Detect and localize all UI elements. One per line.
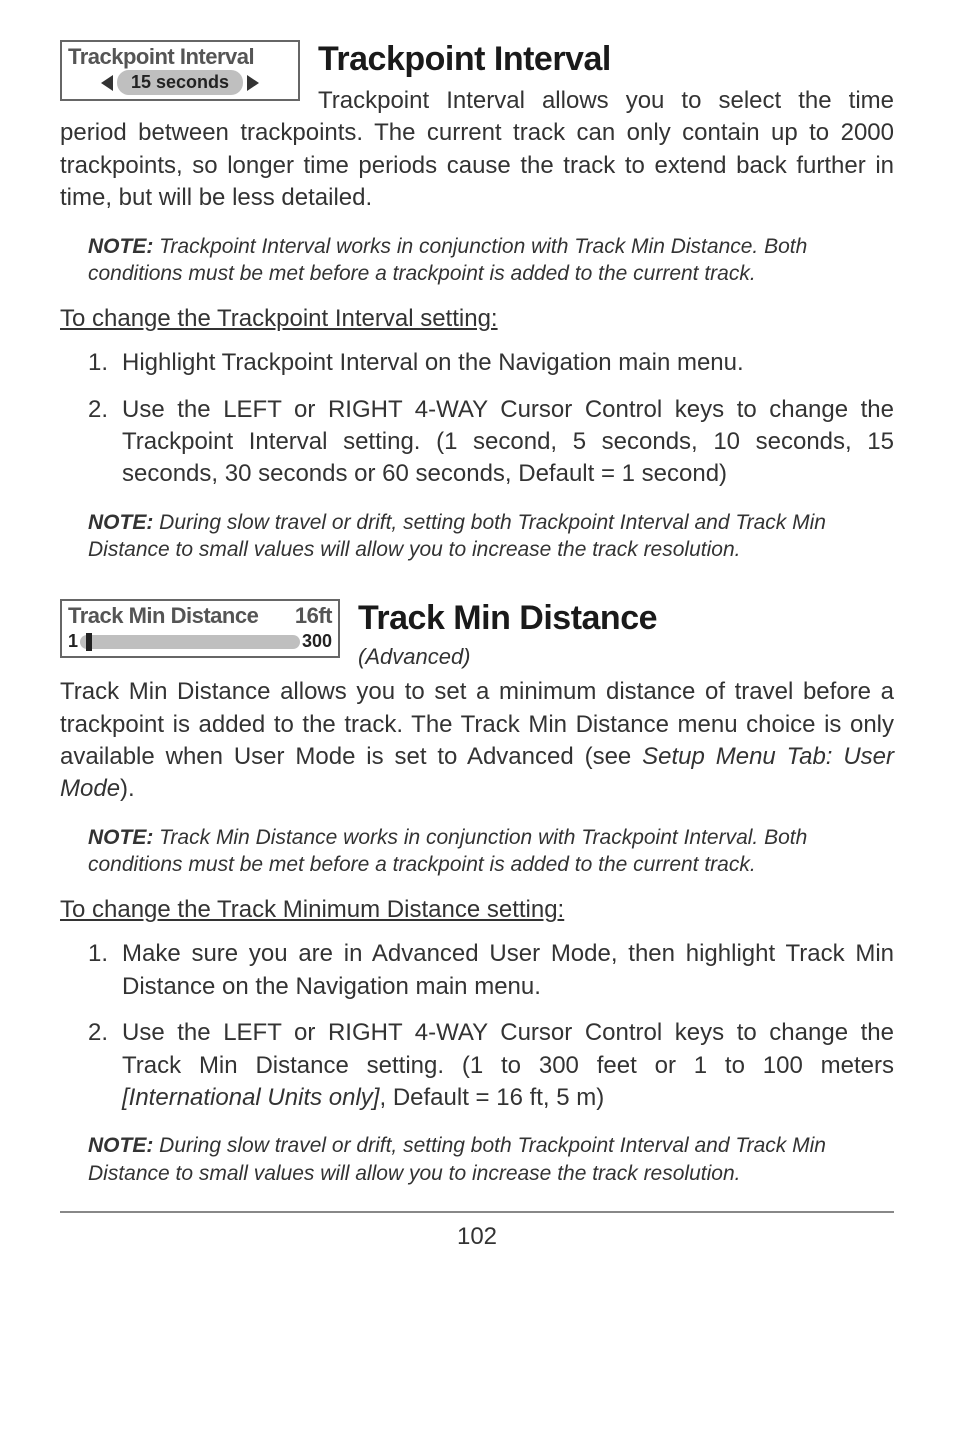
arrow-right-icon bbox=[247, 75, 259, 91]
step-num: 1. bbox=[88, 938, 122, 1003]
note-label: NOTE: bbox=[88, 1134, 153, 1157]
page-number: 102 bbox=[60, 1223, 894, 1251]
section-track-min-distance: Track Min Distance 16ft 1 300 Track Min … bbox=[60, 599, 894, 670]
lead-bold: Track Min Distance bbox=[60, 678, 270, 705]
menu-box-title: Trackpoint Interval bbox=[62, 42, 298, 70]
step2-a: Use the LEFT or RIGHT 4-WAY Cursor Contr… bbox=[122, 1019, 894, 1078]
step-text: Highlight Trackpoint Interval on the Nav… bbox=[122, 347, 744, 379]
subhead-change-trackpoint: To change the Trackpoint Interval settin… bbox=[60, 305, 894, 333]
note-3: NOTE: Track Min Distance works in conjun… bbox=[88, 824, 894, 879]
step2-ital: [International Units only] bbox=[122, 1084, 379, 1111]
note-label: NOTE: bbox=[88, 511, 153, 534]
steps-list-2: 1.Make sure you are in Advanced User Mod… bbox=[88, 938, 894, 1114]
subhead-change-trackmin: To change the Track Minimum Distance set… bbox=[60, 896, 894, 924]
step-num: 2. bbox=[88, 394, 122, 491]
menu-box-trackmin: Track Min Distance 16ft 1 300 bbox=[60, 599, 340, 658]
note-text: Trackpoint Interval works in conjunction… bbox=[88, 235, 807, 285]
note-label: NOTE: bbox=[88, 826, 153, 849]
section-trackpoint-interval: Trackpoint Interval 15 seconds Trackpoin… bbox=[60, 40, 894, 215]
slider-track bbox=[80, 635, 300, 649]
step-2: 2.Use the LEFT or RIGHT 4-WAY Cursor Con… bbox=[88, 394, 894, 491]
footer-divider bbox=[60, 1211, 894, 1213]
step-text: Make sure you are in Advanced User Mode,… bbox=[122, 938, 894, 1003]
steps-list-1: 1.Highlight Trackpoint Interval on the N… bbox=[88, 347, 894, 491]
step-1: 1.Highlight Trackpoint Interval on the N… bbox=[88, 347, 894, 379]
step-1: 1.Make sure you are in Advanced User Mod… bbox=[88, 938, 894, 1003]
note-text: During slow travel or drift, setting bot… bbox=[88, 511, 826, 561]
note-text: During slow travel or drift, setting bot… bbox=[88, 1134, 826, 1184]
slider-bar-row: 1 300 bbox=[68, 631, 332, 652]
step2-b: , Default = 16 ft, 5 m) bbox=[379, 1084, 604, 1111]
slider-title-row: Track Min Distance 16ft bbox=[68, 603, 332, 629]
slider-title: Track Min Distance bbox=[68, 603, 258, 629]
step-2: 2.Use the LEFT or RIGHT 4-WAY Cursor Con… bbox=[88, 1017, 894, 1114]
slider-current: 16ft bbox=[295, 603, 332, 629]
lead-paragraph-2: Track Min Distance allows you to set a m… bbox=[60, 676, 894, 806]
note-2: NOTE: During slow travel or drift, setti… bbox=[88, 509, 894, 564]
slider-min: 1 bbox=[68, 631, 78, 652]
arrow-left-icon bbox=[101, 75, 113, 91]
step-text: Use the LEFT or RIGHT 4-WAY Cursor Contr… bbox=[122, 394, 894, 491]
lead-paragraph: Trackpoint Interval allows you to select… bbox=[60, 85, 894, 215]
menu-value-row: 15 seconds bbox=[62, 70, 298, 99]
step-num: 2. bbox=[88, 1017, 122, 1114]
note-1: NOTE: Trackpoint Interval works in conju… bbox=[88, 233, 894, 288]
lead-rest-b: ). bbox=[120, 775, 135, 802]
step-text: Use the LEFT or RIGHT 4-WAY Cursor Contr… bbox=[122, 1017, 894, 1114]
note-4: NOTE: During slow travel or drift, setti… bbox=[88, 1132, 894, 1187]
note-text: Track Min Distance works in conjunction … bbox=[88, 826, 807, 876]
step-num: 1. bbox=[88, 347, 122, 379]
slider-max: 300 bbox=[302, 631, 332, 652]
note-label: NOTE: bbox=[88, 235, 153, 258]
slider-thumb bbox=[86, 633, 92, 651]
menu-box-trackpoint: Trackpoint Interval 15 seconds bbox=[60, 40, 300, 101]
menu-value: 15 seconds bbox=[117, 70, 243, 95]
lead-bold: Trackpoint Interval bbox=[318, 87, 525, 114]
